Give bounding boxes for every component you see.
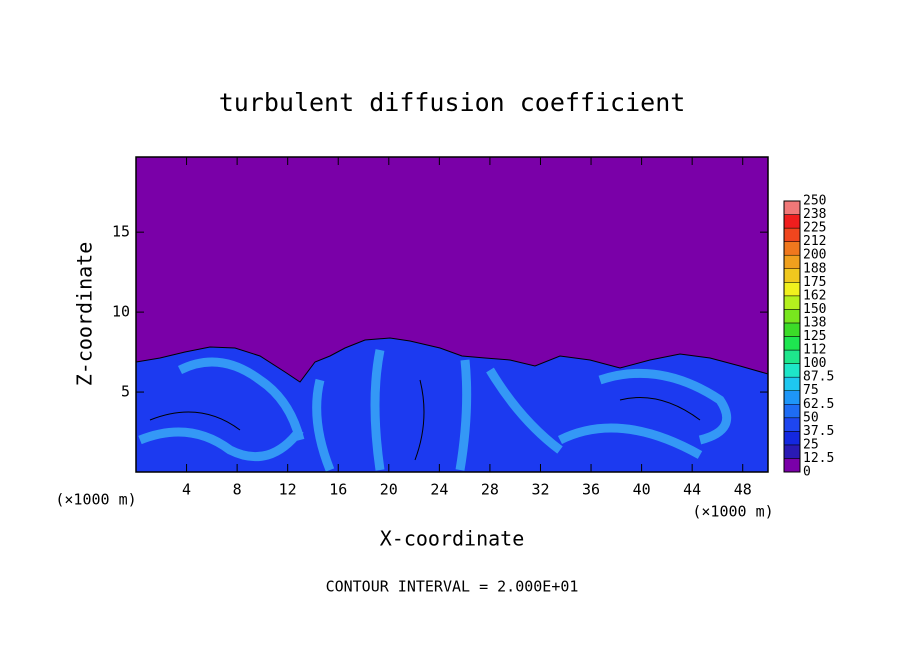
x-unit-label: (×1000 m) bbox=[55, 491, 136, 509]
colorbar-label: 162 bbox=[803, 288, 826, 303]
colorbar-box bbox=[783, 295, 801, 310]
x-tick-label: 20 bbox=[380, 481, 398, 499]
colorbar-box bbox=[783, 268, 801, 283]
colorbar-box bbox=[783, 227, 801, 242]
colorbar-box bbox=[783, 309, 801, 324]
x-tick-label: 8 bbox=[233, 481, 242, 499]
colorbar-label: 238 bbox=[803, 207, 826, 222]
colorbar-label: 37.5 bbox=[803, 424, 834, 439]
x-tick-label: 44 bbox=[683, 481, 701, 499]
x-tick-label: 40 bbox=[633, 481, 651, 499]
colorbar-label: 50 bbox=[803, 410, 819, 425]
colorbar-box bbox=[783, 431, 801, 446]
colorbar-box bbox=[783, 336, 801, 351]
colorbar-box bbox=[783, 254, 801, 269]
y-tick-label: 5 bbox=[121, 383, 130, 401]
colorbar-label: 12.5 bbox=[803, 451, 834, 466]
colorbar-box bbox=[783, 282, 801, 297]
colorbar-box bbox=[783, 417, 801, 432]
y-axis-label: Z-coordinate bbox=[73, 242, 97, 387]
x-tick-label: 28 bbox=[481, 481, 499, 499]
colorbar-label: 62.5 bbox=[803, 397, 834, 412]
colorbar-label: 250 bbox=[803, 194, 826, 209]
y-tick-label: 10 bbox=[112, 303, 130, 321]
x-axis-label: X-coordinate bbox=[380, 527, 525, 551]
colorbar-label: 175 bbox=[803, 275, 826, 290]
colorbar-box bbox=[783, 390, 801, 405]
x-tick-label: 12 bbox=[279, 481, 297, 499]
high-diffusion-streak bbox=[138, 349, 732, 472]
chart-title: turbulent diffusion coefficient bbox=[219, 88, 686, 117]
colorbar-label: 200 bbox=[803, 248, 826, 263]
contour-line bbox=[149, 379, 701, 461]
x-tick-label: 4 bbox=[182, 481, 191, 499]
plot-frame bbox=[135, 156, 769, 473]
colorbar-label: 100 bbox=[803, 356, 826, 371]
colorbar-label: 25 bbox=[803, 437, 819, 452]
colorbar-label: 212 bbox=[803, 234, 826, 249]
colorbar-box bbox=[783, 458, 801, 473]
colorbar-label: 138 bbox=[803, 315, 826, 330]
colorbar-box bbox=[783, 363, 801, 378]
colorbar-box bbox=[783, 376, 801, 391]
x-tick-label: 24 bbox=[430, 481, 448, 499]
colorbar-frame bbox=[783, 200, 801, 473]
colorbar-label: 75 bbox=[803, 383, 819, 398]
y-tick-label: 15 bbox=[112, 223, 130, 241]
colorbar-label: 112 bbox=[803, 343, 826, 358]
x-tick-label: 48 bbox=[734, 481, 752, 499]
x-unit-label: (×1000 m) bbox=[692, 503, 773, 521]
colorbar-label: 125 bbox=[803, 329, 826, 344]
colorbar-label: 188 bbox=[803, 261, 826, 276]
contour-note: CONTOUR INTERVAL = 2.000E+01 bbox=[326, 578, 579, 596]
x-tick-label: 36 bbox=[582, 481, 600, 499]
colorbar-label: 87.5 bbox=[803, 370, 834, 385]
colorbar-label: 0 bbox=[803, 465, 811, 480]
x-tick-label: 32 bbox=[531, 481, 549, 499]
plot-area bbox=[135, 156, 769, 473]
colorbar-box bbox=[783, 349, 801, 364]
colorbar-box bbox=[783, 241, 801, 256]
colorbar-label: 225 bbox=[803, 221, 826, 236]
colorbar-box bbox=[783, 214, 801, 229]
colorbar-box bbox=[783, 200, 801, 215]
x-tick-label: 16 bbox=[329, 481, 347, 499]
colorbar-label: 150 bbox=[803, 302, 826, 317]
colorbar-box bbox=[783, 322, 801, 337]
colorbar-box bbox=[783, 444, 801, 459]
colorbar-box bbox=[783, 404, 801, 419]
